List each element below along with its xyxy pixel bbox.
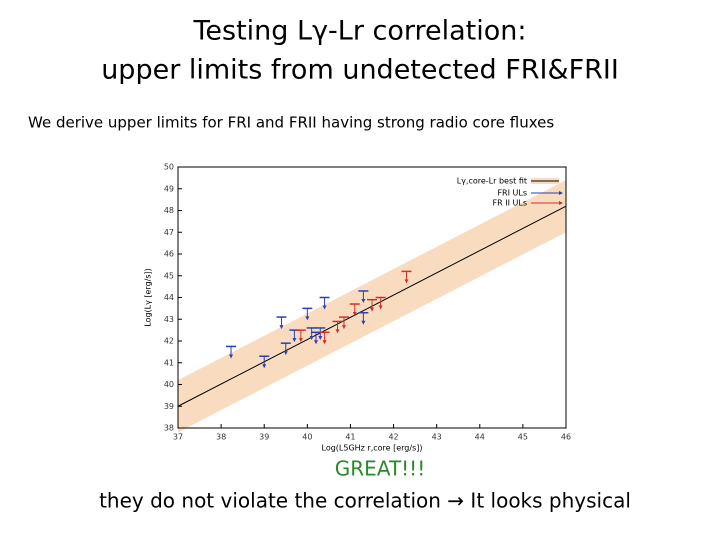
legend-label: FR II ULs bbox=[493, 199, 527, 208]
upper-limit bbox=[319, 296, 330, 310]
x-tick-label: 46 bbox=[561, 433, 571, 442]
limit-arrow bbox=[309, 335, 314, 340]
upper-limit bbox=[401, 270, 412, 284]
y-tick-label: 49 bbox=[164, 184, 174, 193]
limit-arrow bbox=[313, 340, 318, 345]
conclusion: they do not violate the correlation → It… bbox=[99, 489, 631, 513]
y-tick-label: 45 bbox=[164, 271, 174, 280]
y-tick-label: 42 bbox=[164, 337, 174, 346]
title-line: Testing Lγ-Lr correlation: bbox=[193, 16, 527, 47]
limit-arrow bbox=[361, 298, 366, 303]
upper-limit bbox=[226, 345, 237, 359]
upper-limit bbox=[375, 296, 386, 310]
upper-limit bbox=[280, 342, 291, 356]
legend-label: FRI ULs bbox=[497, 189, 527, 198]
upper-limit bbox=[338, 316, 349, 330]
limit-arrow bbox=[361, 320, 366, 325]
limit-arrow bbox=[341, 325, 346, 330]
x-tick-label: 43 bbox=[432, 433, 442, 442]
x-axis-label: Log(L5GHz r,core [erg/s]) bbox=[322, 444, 423, 453]
limit-arrow bbox=[318, 335, 323, 340]
upper-limit bbox=[276, 316, 287, 330]
y-axis-label: Log(Lγ [erg/s]) bbox=[144, 268, 153, 327]
conclusion: GREAT!!! bbox=[335, 457, 425, 481]
y-tick-label: 48 bbox=[164, 206, 174, 215]
upper-limit bbox=[358, 290, 369, 303]
limit-arrow bbox=[298, 338, 303, 343]
upper-limit bbox=[349, 303, 360, 317]
y-tick-label: 50 bbox=[164, 163, 174, 172]
limit-arrow bbox=[322, 305, 327, 310]
upper-limit bbox=[332, 320, 343, 334]
limit-arrow bbox=[262, 364, 267, 369]
limit-arrow bbox=[370, 307, 374, 312]
y-tick-label: 47 bbox=[164, 228, 174, 237]
legend-arrow bbox=[559, 201, 563, 205]
limit-arrow bbox=[322, 340, 327, 345]
upper-limit bbox=[367, 298, 377, 312]
upper-limit bbox=[302, 307, 313, 321]
upper-limit bbox=[259, 355, 270, 369]
limit-arrow bbox=[352, 312, 357, 317]
x-tick-label: 37 bbox=[173, 433, 183, 442]
y-tick-label: 43 bbox=[164, 315, 174, 324]
limit-arrow bbox=[283, 351, 288, 356]
x-tick-label: 42 bbox=[388, 433, 398, 442]
x-tick-label: 39 bbox=[259, 433, 269, 442]
upper-limit bbox=[358, 311, 369, 325]
x-tick-label: 40 bbox=[302, 433, 312, 442]
legend-arrow bbox=[559, 191, 563, 195]
limit-arrow bbox=[335, 329, 340, 334]
y-tick-label: 38 bbox=[164, 424, 174, 433]
upper-limit bbox=[310, 331, 321, 345]
y-tick-label: 44 bbox=[164, 293, 174, 302]
y-tick-label: 46 bbox=[164, 250, 174, 259]
limit-arrow bbox=[229, 354, 234, 359]
x-tick-label: 45 bbox=[518, 433, 528, 442]
x-tick-label: 41 bbox=[345, 433, 355, 442]
limit-arrow bbox=[279, 325, 284, 330]
limit-arrow bbox=[378, 305, 383, 310]
y-tick-label: 41 bbox=[164, 358, 174, 367]
subtitle: We derive upper limits for FRI and FRII … bbox=[28, 114, 554, 132]
x-tick-label: 38 bbox=[216, 433, 226, 442]
upper-limit bbox=[295, 329, 306, 343]
upper-limit bbox=[319, 331, 330, 345]
limit-arrow bbox=[305, 316, 310, 321]
title-line: upper limits from undetected FRI&FRII bbox=[101, 55, 619, 86]
y-tick-label: 39 bbox=[164, 402, 174, 411]
limit-arrow bbox=[404, 279, 409, 284]
legend-label: Lγ,core-Lr best fit bbox=[457, 177, 527, 186]
limit-arrow bbox=[292, 338, 297, 343]
y-tick-label: 40 bbox=[164, 380, 174, 389]
x-tick-label: 44 bbox=[475, 433, 485, 442]
